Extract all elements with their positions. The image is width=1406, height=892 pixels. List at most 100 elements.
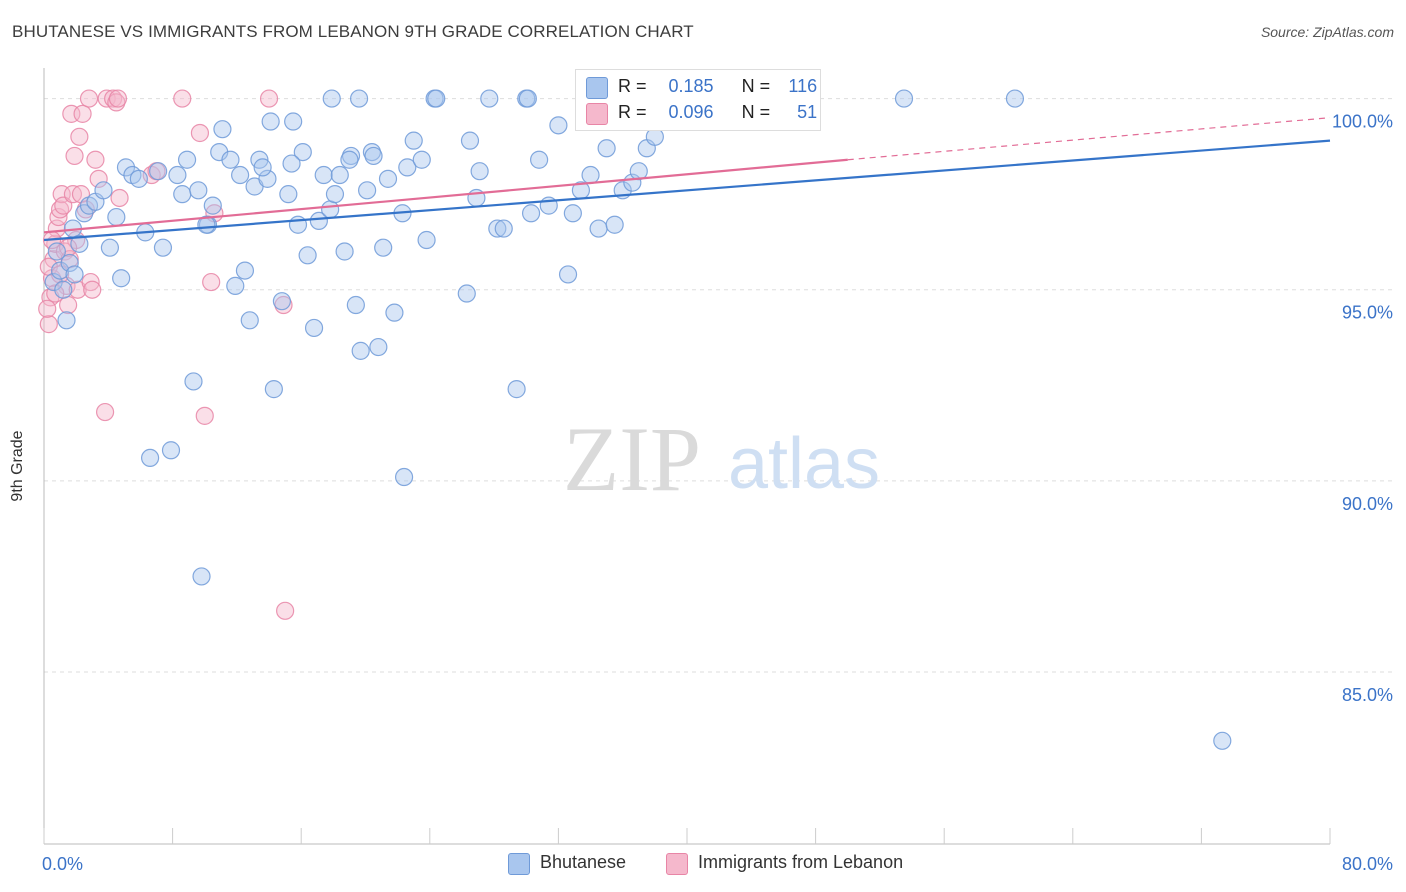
bhutanese-point: [374, 238, 393, 257]
bhutanese-point: [322, 89, 341, 108]
y-axis-label: 9th Grade: [9, 430, 26, 502]
lebanon-point: [173, 89, 192, 108]
lebanon-point: [49, 207, 68, 227]
lebanon-point: [83, 280, 102, 299]
bottom-legend-swatch-bhutanese: [508, 853, 530, 875]
bottom-legend-swatch-lebanon: [666, 853, 688, 875]
bhutanese-point: [507, 380, 526, 399]
n-value-bhutanese: 116: [788, 76, 818, 96]
bhutanese-point: [378, 169, 398, 188]
bhutanese-point: [460, 131, 480, 150]
stats-legend: R = 0.185 N = 116 R = 0.096 N = 51: [575, 69, 821, 131]
lebanon-trend-extension: [847, 117, 1331, 161]
lebanon-point: [47, 219, 66, 238]
bhutanese-point: [226, 276, 245, 295]
bhutanese-point: [54, 280, 73, 299]
bhutanese-point: [404, 131, 423, 150]
bhutanese-point: [112, 269, 131, 288]
r-value-lebanon: 0.096: [668, 102, 714, 122]
bhutanese-point: [309, 211, 328, 231]
bhutanese-point: [50, 261, 70, 280]
bhutanese-point: [351, 341, 370, 360]
n-label: N =: [741, 102, 771, 122]
bhutanese-point: [47, 242, 66, 261]
bhutanese-point: [581, 165, 600, 185]
bhutanese-point: [189, 181, 208, 200]
bhutanese-point: [398, 158, 417, 177]
r-label: R =: [618, 102, 647, 122]
legend-text-lebanon: R = 0.096 N = 51: [618, 102, 817, 123]
legend-text-bhutanese: R = 0.185 N = 116: [618, 76, 817, 97]
bhutanese-point: [321, 200, 340, 219]
bhutanese-point: [563, 204, 582, 223]
r-label: R =: [618, 76, 647, 96]
bhutanese-point: [282, 154, 301, 173]
r-value-bhutanese: 0.185: [668, 76, 714, 96]
bhutanese-point: [184, 372, 203, 391]
y-tick-label: 100.0%: [1332, 112, 1393, 132]
lebanon-point: [65, 146, 84, 166]
axes: [43, 68, 1331, 845]
watermark-zip: ZIP: [563, 408, 701, 510]
bhutanese-point: [258, 169, 277, 188]
n-value-lebanon: 51: [797, 102, 818, 122]
bhutanese-point: [369, 337, 388, 357]
bhutanese-point: [314, 165, 333, 185]
bhutanese-point: [518, 89, 537, 108]
lebanon-point: [81, 272, 100, 292]
bhutanese-point: [530, 150, 549, 169]
bhutanese-point: [140, 448, 160, 468]
bhutanese-point: [340, 150, 359, 169]
bhutanese-point: [173, 185, 192, 204]
bhutanese-point: [261, 112, 280, 131]
lebanon-point: [73, 104, 92, 123]
lebanon-point: [259, 89, 279, 108]
bhutanese-point: [480, 89, 499, 108]
bhutanese-point: [197, 215, 216, 234]
bhutanese-point: [298, 246, 317, 265]
bhutanese-point: [288, 215, 308, 234]
bottom-legend-label-lebanon: Immigrants from Lebanon: [698, 852, 904, 872]
bhutanese-point: [335, 242, 354, 261]
y-tick-label: 85.0%: [1342, 685, 1393, 705]
bhutanese-point: [279, 185, 298, 204]
lebanon-point: [202, 272, 221, 292]
lebanon-point: [276, 601, 295, 620]
trend-lines: [43, 117, 1331, 242]
lebanon-points: [38, 89, 716, 620]
bhutanese-point: [240, 311, 259, 330]
lebanon-point: [190, 123, 210, 143]
x-tick-label: 80.0%: [1342, 854, 1393, 874]
lebanon-point: [70, 127, 89, 146]
bhutanese-point: [597, 139, 616, 158]
bhutanese-point: [213, 120, 232, 139]
bhutanese-point: [488, 219, 507, 238]
bhutanese-point: [57, 311, 76, 330]
n-label: N =: [741, 76, 771, 96]
watermark: ZIP atlas: [563, 408, 880, 510]
bhutanese-point: [549, 116, 568, 135]
lebanon-point: [39, 315, 58, 334]
bhutanese-point: [1005, 89, 1025, 108]
bhutanese-point: [412, 150, 431, 169]
bhutanese-point: [417, 230, 436, 250]
bhutanese-point: [385, 303, 404, 322]
bhutanese-point: [60, 253, 79, 273]
bhutanese-point: [192, 567, 211, 586]
bhutanese-point: [589, 219, 608, 238]
lebanon-point: [79, 89, 99, 108]
bhutanese-point: [272, 292, 292, 311]
bhutanese-point: [358, 181, 377, 200]
y-tick-label: 95.0%: [1342, 303, 1393, 323]
bhutanese-point: [153, 238, 173, 257]
lebanon-point: [86, 150, 105, 169]
source-label: Source: ZipAtlas.com: [1260, 24, 1394, 40]
bhutanese-point: [470, 162, 489, 181]
bhutanese-point: [427, 89, 446, 108]
bottom-legend-label-bhutanese: Bhutanese: [540, 852, 627, 872]
bhutanese-point: [457, 284, 476, 303]
bhutanese-trend-line: [43, 139, 1331, 242]
bhutanese-point: [70, 234, 89, 253]
bhutanese-point: [605, 215, 624, 234]
lebanon-point: [195, 406, 214, 425]
